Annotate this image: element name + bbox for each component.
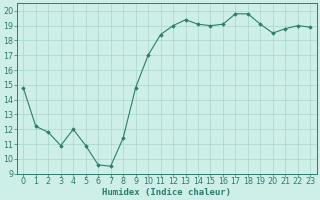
X-axis label: Humidex (Indice chaleur): Humidex (Indice chaleur)	[102, 188, 231, 197]
